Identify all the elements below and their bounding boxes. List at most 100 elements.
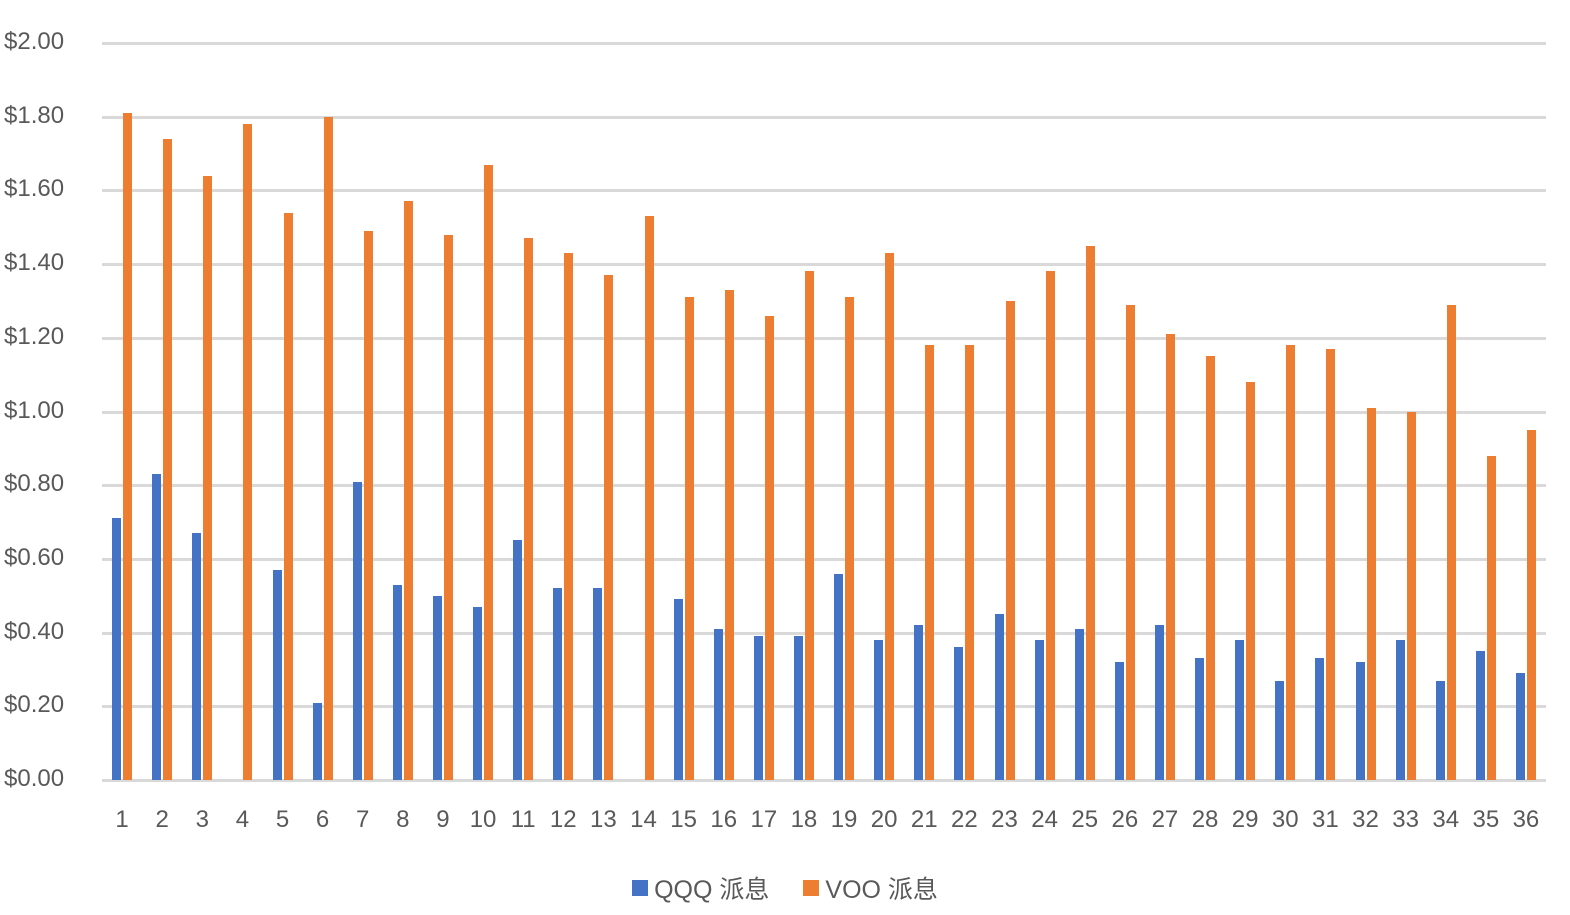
- x-tick-label: 1: [115, 806, 129, 833]
- bar-voo: [283, 212, 293, 780]
- gridline: [102, 115, 1546, 119]
- x-tick-label: 34: [1432, 806, 1460, 833]
- bar-voo: [1206, 356, 1216, 780]
- legend-item-qqq: QQQ 派息: [632, 870, 769, 906]
- x-tick-label: 19: [830, 806, 858, 833]
- y-tick-label: $0.40: [4, 617, 65, 645]
- bar-voo: [925, 345, 935, 780]
- x-tick-label: 15: [670, 806, 697, 833]
- bar-qqq: [834, 573, 844, 780]
- bar-voo: [443, 234, 453, 780]
- y-tick-label: $0.60: [4, 543, 65, 571]
- bar-voo: [885, 253, 895, 780]
- x-tick-label: 30: [1271, 806, 1299, 833]
- y-tick-label: $1.00: [4, 396, 65, 424]
- bar-qqq: [112, 518, 122, 780]
- x-tick-label: 23: [991, 806, 1018, 833]
- x-tick-label: 20: [870, 806, 898, 833]
- bar-voo: [845, 297, 855, 780]
- x-tick-label: 18: [790, 806, 818, 833]
- bar-qqq: [994, 614, 1004, 780]
- bar-voo: [163, 138, 173, 780]
- y-tick-label: $1.80: [4, 101, 65, 129]
- bar-qqq: [553, 588, 563, 780]
- x-tick-label: 8: [396, 806, 410, 833]
- bar-voo: [1486, 455, 1496, 780]
- bar-voo: [1366, 407, 1376, 780]
- bar-qqq: [1475, 651, 1485, 780]
- x-tick-label: 4: [235, 806, 250, 833]
- gridline: [102, 336, 1546, 340]
- bar-qqq: [392, 584, 402, 780]
- y-tick-label: $1.40: [4, 249, 65, 277]
- bar-qqq: [713, 628, 723, 780]
- x-tick-label: 17: [750, 806, 778, 833]
- bar-voo: [403, 201, 413, 780]
- x-tick-label: 7: [356, 806, 370, 833]
- x-tick-label: 2: [155, 806, 169, 833]
- bar-voo: [804, 271, 814, 780]
- x-tick-label: 10: [469, 806, 497, 833]
- x-tick-label: 32: [1352, 806, 1379, 833]
- x-tick-label: 13: [590, 806, 617, 833]
- gridline: [102, 557, 1546, 561]
- gridline: [102, 484, 1546, 488]
- bar-voo: [1165, 334, 1175, 780]
- x-tick-label: 31: [1312, 806, 1339, 833]
- bar-voo: [1246, 382, 1256, 780]
- x-tick-label: 6: [315, 806, 330, 833]
- bar-qqq: [1435, 680, 1445, 780]
- x-tick-label: 25: [1071, 806, 1099, 833]
- bar-voo: [1406, 411, 1416, 780]
- x-tick-label: 12: [549, 806, 577, 833]
- bar-voo: [1045, 271, 1055, 780]
- x-tick-label: 21: [910, 806, 938, 833]
- bar-qqq: [593, 588, 603, 780]
- x-tick-label: 9: [436, 806, 450, 833]
- bar-qqq: [1034, 639, 1044, 780]
- x-tick-label: 22: [951, 806, 978, 833]
- bar-voo: [564, 253, 574, 780]
- x-tick-label: 29: [1231, 806, 1259, 833]
- gridline: [102, 779, 1546, 782]
- bar-qqq: [954, 647, 964, 780]
- legend-label-voo: VOO 派息: [825, 876, 938, 904]
- bar-qqq: [793, 636, 803, 780]
- bar-qqq: [312, 702, 322, 780]
- y-tick-label: $0.80: [4, 470, 65, 498]
- bar-qqq: [1235, 639, 1245, 780]
- y-tick-label: $2.00: [4, 28, 65, 55]
- bar-qqq: [914, 625, 924, 780]
- bar-voo: [1085, 245, 1095, 780]
- bar-voo: [323, 116, 333, 780]
- bar-qqq: [1195, 658, 1205, 780]
- legend-swatch-voo: [803, 880, 820, 896]
- bar-qqq: [473, 606, 483, 780]
- bar-qqq: [1114, 662, 1124, 780]
- bar-voo: [1526, 429, 1536, 780]
- bar-qqq: [432, 595, 442, 780]
- bar-voo: [243, 124, 253, 780]
- gridline: [102, 410, 1546, 414]
- bar-qqq: [1515, 673, 1525, 780]
- x-tick-label: 11: [510, 806, 536, 833]
- bar-qqq: [152, 474, 162, 780]
- bar-voo: [724, 289, 734, 780]
- bar-qqq: [192, 533, 202, 780]
- bar-qqq: [1074, 628, 1084, 780]
- bar-voo: [1125, 304, 1135, 780]
- y-tick-label: $1.20: [4, 322, 65, 350]
- bar-voo: [965, 345, 975, 780]
- legend-item-voo: VOO 派息: [803, 870, 938, 906]
- bar-qqq: [272, 569, 282, 780]
- x-tick-label: 26: [1111, 806, 1139, 833]
- x-tick-label: 36: [1512, 806, 1540, 833]
- x-tick-label: 16: [710, 806, 738, 833]
- x-tick-label: 5: [275, 806, 290, 833]
- bar-qqq: [874, 639, 884, 780]
- bar-qqq: [673, 599, 683, 780]
- y-tick-label: $0.00: [4, 765, 65, 792]
- gridline: [102, 189, 1546, 193]
- bar-qqq: [513, 540, 523, 780]
